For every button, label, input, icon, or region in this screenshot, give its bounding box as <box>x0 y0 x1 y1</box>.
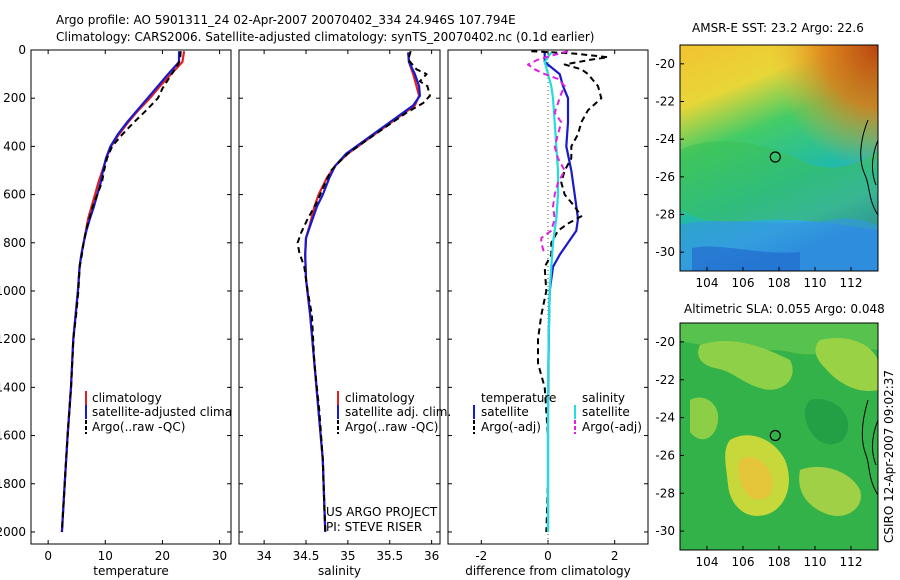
project-credit: US ARGO PROJECT <box>326 505 438 519</box>
plot-frame <box>238 49 441 545</box>
series-line-argo-raw-qc- <box>296 50 431 533</box>
csiro-timestamp: CSIRO 12-Apr-2007 09:02:37 <box>882 370 896 543</box>
x-tick-label: 34 <box>256 549 271 563</box>
map-y-tick-label: -26 <box>655 170 675 184</box>
y-tick-label: 600 <box>3 188 26 202</box>
sla-map-field <box>680 323 878 550</box>
temperature-panel: 0 200 400 600 800 1000 1200 1400 1600 1800 2000 0 10… <box>0 43 232 578</box>
header-line-1: Argo profile: AO 5901311_24 02-Apr-2007 … <box>56 13 516 27</box>
x-tick-label: 0 <box>44 549 52 563</box>
legend-argo-label: Argo(..raw -QC) <box>92 420 185 434</box>
difference-legend: temperature satellite Argo(-adj) salinit… <box>473 391 642 434</box>
sst-map-field <box>680 45 878 271</box>
x-tick-label: 35 <box>340 549 355 563</box>
map-y-tick-label: -28 <box>655 208 675 222</box>
salinity-legend: climatology satellite adj. clim. Argo(..… <box>337 391 451 434</box>
x-tick-label: 0 <box>544 549 552 563</box>
series-line-argo-adj- <box>531 50 609 533</box>
y-tick-label: 800 <box>3 236 26 250</box>
legend-sal-satellite-label: satellite <box>582 405 630 419</box>
sst-map-axes: 104 106 108 110 112 -20 -22 -24 -26 -28 -30 <box>655 57 862 290</box>
map-x-tick-label: 106 <box>732 276 755 290</box>
y-tick-label: 200 <box>3 91 26 105</box>
map-y-tick-label: -22 <box>655 95 675 109</box>
map-y-tick-label: -26 <box>655 448 675 462</box>
y-tick-label: 1800 <box>0 477 26 491</box>
series-group <box>527 50 609 533</box>
legend-salinity-title: salinity <box>582 391 625 405</box>
legend-argo-label: Argo(..raw -QC) <box>345 420 438 434</box>
legend-climatology-label: climatology <box>345 391 415 405</box>
legend-temperature-title: temperature <box>481 391 556 405</box>
map-y-tick-label: -28 <box>655 486 675 500</box>
legend-temp-satellite-label: satellite <box>481 405 529 419</box>
x-tick-label: 10 <box>98 549 113 563</box>
plot-frame <box>30 49 232 545</box>
y-tick-label: 400 <box>3 139 26 153</box>
x-tick-label: 35.5 <box>376 549 403 563</box>
map-y-tick-label: -24 <box>655 411 675 425</box>
salinity-panel: 34 34.5 35 35.5 36 salinity <box>238 49 441 578</box>
map-y-tick-label: -30 <box>655 524 675 538</box>
y-tick-label: 2000 <box>0 525 26 539</box>
x-tick-label: 20 <box>155 549 170 563</box>
series-line-argo-adj- <box>527 50 569 256</box>
x-axis-label: difference from climatology <box>465 564 631 578</box>
map-x-tick-label: 104 <box>696 276 719 290</box>
header-line-2: Climatology: CARS2006. Satellite-adjuste… <box>56 30 594 44</box>
map-x-tick-label: 106 <box>732 555 755 569</box>
argo-position-marker <box>769 429 781 442</box>
x-tick-label: 36 <box>424 549 439 563</box>
map-y-tick-label: -30 <box>655 245 675 259</box>
map-x-tick-label: 108 <box>768 555 791 569</box>
map-x-tick-label: 110 <box>804 276 827 290</box>
map-y-tick-label: -20 <box>655 57 675 71</box>
series-line-satellite-adjusted-climatology <box>60 51 181 533</box>
series-group <box>296 50 431 533</box>
x-axis-label: temperature <box>93 564 168 578</box>
series-line-argo-raw-qc- <box>60 51 182 533</box>
map-y-tick-label: -22 <box>655 373 675 387</box>
map-x-tick-label: 104 <box>696 555 719 569</box>
map-x-tick-label: 110 <box>804 555 827 569</box>
x-tick-label: 2 <box>611 549 619 563</box>
series-group <box>60 51 186 533</box>
legend-satellite-label: satellite-adjusted climatology <box>92 405 270 419</box>
y-tick-label: 1000 <box>0 284 26 298</box>
sst-map-title: AMSR-E SST: 23.2 Argo: 22.6 <box>692 21 864 35</box>
sla-map-title: Altimetric SLA: 0.055 Argo: 0.048 <box>684 302 885 316</box>
sla-map-axes: 104 106 108 110 112 -20 -22 -24 -26 -28 -30 <box>655 335 862 569</box>
map-y-tick-label: -24 <box>655 132 675 146</box>
y-tick-label: 1200 <box>0 332 26 346</box>
series-line-climatology <box>60 51 186 533</box>
y-tick-label: 0 <box>18 43 26 57</box>
x-tick-label: 34.5 <box>293 549 320 563</box>
x-tick-label: -2 <box>475 549 487 563</box>
argo-position-marker <box>769 151 781 163</box>
map-x-tick-label: 112 <box>840 555 863 569</box>
y-tick-label: 1400 <box>0 380 26 394</box>
pi-credit: PI: STEVE RISER <box>326 520 422 534</box>
x-tick-label: 30 <box>212 549 227 563</box>
legend-satellite-label: satellite adj. clim. <box>345 405 451 419</box>
map-x-tick-label: 112 <box>840 276 863 290</box>
legend-temp-argo-label: Argo(-adj) <box>481 420 541 434</box>
y-tick-label: 1600 <box>0 429 26 443</box>
legend-sal-argo-label: Argo(-adj) <box>582 420 642 434</box>
legend-climatology-label: climatology <box>92 391 162 405</box>
x-axis-label: salinity <box>318 564 361 578</box>
temperature-legend: climatology satellite-adjusted climatolo… <box>85 391 270 434</box>
map-y-tick-label: -20 <box>655 335 675 349</box>
map-x-tick-label: 108 <box>768 276 791 290</box>
